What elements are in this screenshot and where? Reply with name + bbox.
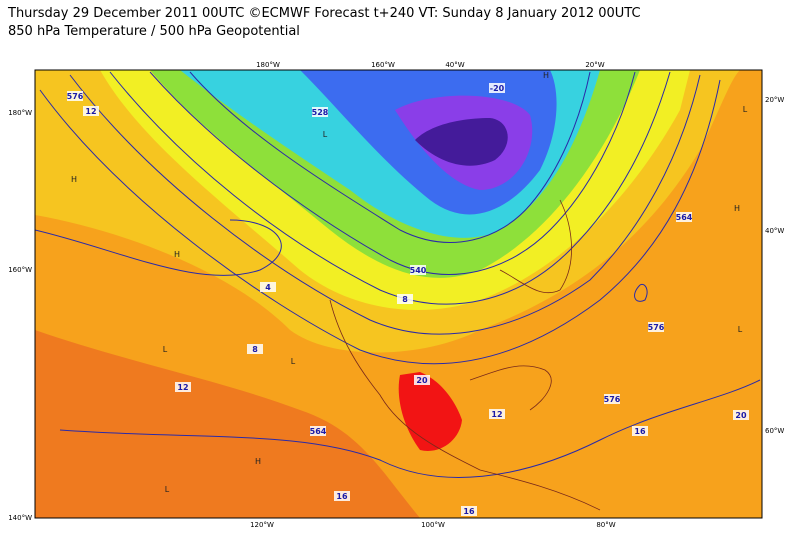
contour-label-bg [83, 106, 99, 116]
contour-label: 12 [85, 107, 96, 116]
contour-label: -20 [490, 84, 505, 93]
pressure-center: L [323, 130, 328, 139]
right-label: 20°W [765, 96, 784, 104]
contour-label: 540 [410, 266, 427, 275]
contour-label-bg [461, 506, 477, 516]
pressure-center: H [174, 250, 180, 259]
contour-label-bg [676, 212, 692, 222]
pressure-center: H [734, 204, 740, 213]
contour-label: 4 [265, 283, 271, 292]
contour-label-bg [312, 107, 328, 117]
contour-label-bg [260, 282, 276, 292]
contour-label: 16 [634, 427, 646, 436]
top-label: 160°W [371, 61, 395, 69]
contour-label: 8 [252, 345, 258, 354]
pressure-center: L [738, 325, 743, 334]
left-label: 140°W [8, 514, 32, 522]
contour-label-bg [414, 375, 430, 385]
contour-label: 8 [402, 295, 408, 304]
pressure-center: L [743, 105, 748, 114]
contour-label: 16 [463, 507, 475, 516]
top-label: 180°W [256, 61, 280, 69]
contour-label-bg [733, 410, 749, 420]
contour-label-bg [397, 294, 413, 304]
contour-label-bg [247, 344, 263, 354]
contour-label-bg [648, 322, 664, 332]
contour-label-bg [310, 426, 326, 436]
pressure-center: H [543, 71, 549, 80]
contour-label-bg [489, 409, 505, 419]
bottom-label: 120°W [250, 521, 274, 529]
contour-label-bg [604, 394, 620, 404]
contour-label: 12 [177, 383, 188, 392]
left-label: 160°W [8, 266, 32, 274]
pressure-center: L [165, 485, 170, 494]
pressure-center: H [71, 175, 77, 184]
contour-label: 12 [491, 410, 502, 419]
contour-label: 576 [67, 92, 84, 101]
contour-label-bg [410, 265, 426, 275]
contour-label-bg [489, 83, 505, 93]
top-label: 40°W [445, 61, 464, 69]
coastlines [329, 199, 601, 511]
contour-label: 576 [604, 395, 621, 404]
left-label: 180°W [8, 109, 32, 117]
temperature-field [35, 70, 762, 518]
pressure-center: L [163, 345, 168, 354]
right-label: 40°W [765, 227, 784, 235]
contour-label: 564 [676, 213, 693, 222]
contour-label: 20 [735, 411, 747, 420]
map-frame [34, 69, 763, 519]
title: Thursday 29 December 2011 00UTC ©ECMWF F… [8, 6, 641, 21]
contour-label: 16 [336, 492, 348, 501]
contour-label: 528 [312, 108, 329, 117]
contour-label: 564 [310, 427, 327, 436]
pressure-center: L [291, 357, 296, 366]
contour-label-bg [67, 91, 83, 101]
bottom-label: 100°W [421, 521, 445, 529]
top-label: 20°W [585, 61, 604, 69]
bottom-label: 80°W [596, 521, 615, 529]
subtitle: 850 hPa Temperature / 500 hPa Geopotenti… [8, 24, 300, 39]
right-label: 60°W [765, 427, 784, 435]
geopotential-contours [35, 71, 761, 478]
pressure-center: H [255, 457, 261, 466]
contour-label: 576 [648, 323, 665, 332]
contour-label-bg [334, 491, 350, 501]
contour-label-bg [175, 382, 191, 392]
contour-label-bg [632, 426, 648, 436]
contour-label: 20 [416, 376, 428, 385]
